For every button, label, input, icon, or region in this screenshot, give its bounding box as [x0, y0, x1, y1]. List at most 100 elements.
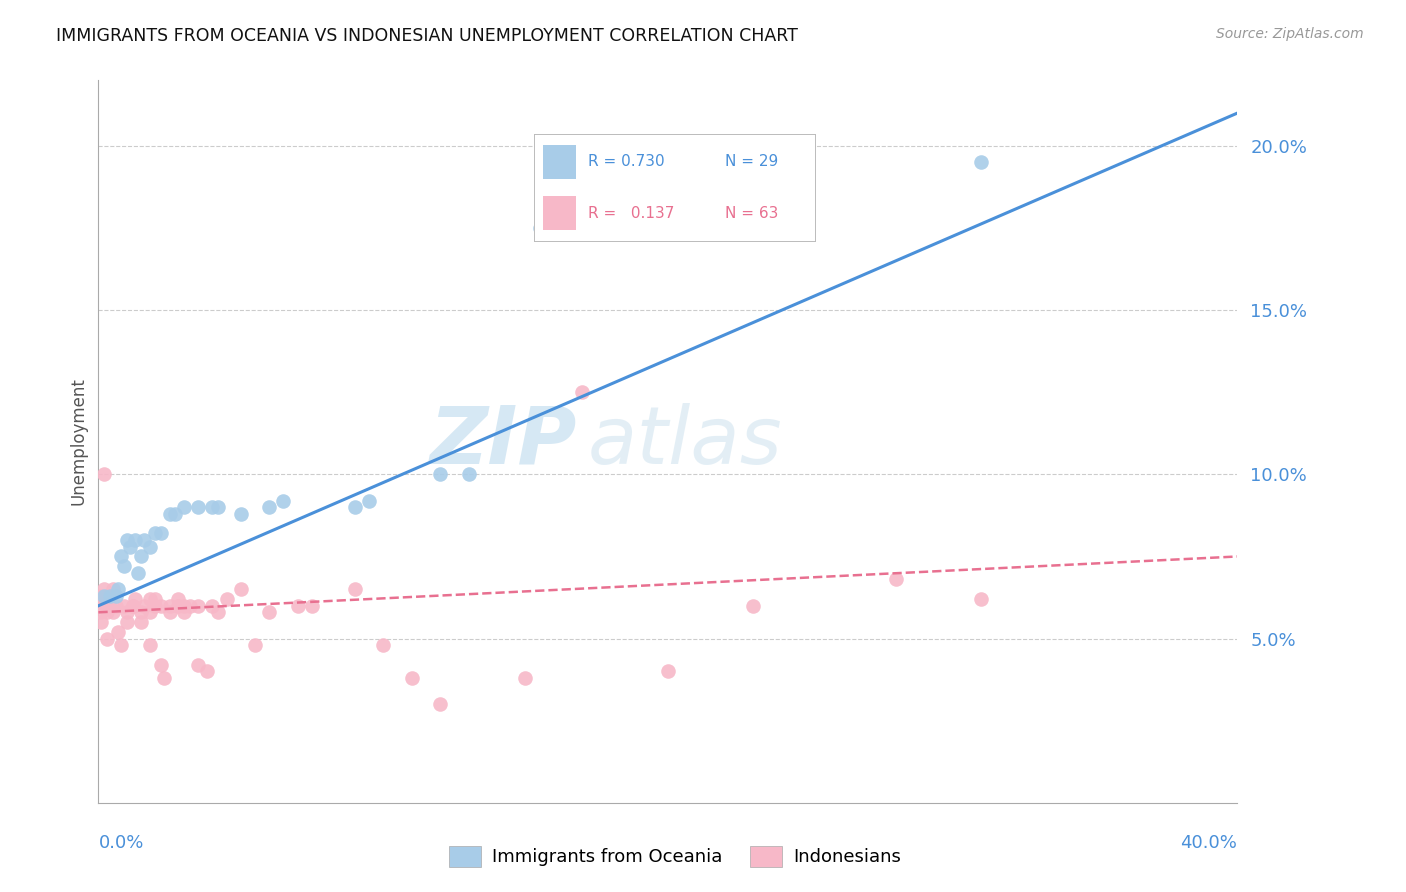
Point — [159, 599, 181, 613]
Point — [107, 625, 129, 640]
Point — [273, 493, 295, 508]
Point — [112, 559, 135, 574]
Point — [115, 615, 138, 630]
Point — [93, 599, 115, 613]
Point — [167, 592, 190, 607]
Text: 40.0%: 40.0% — [1181, 834, 1237, 852]
Point — [112, 599, 135, 613]
Point — [173, 599, 195, 613]
Point — [742, 599, 765, 613]
Point — [301, 599, 323, 613]
Point — [145, 592, 167, 607]
Point — [343, 582, 366, 597]
Text: ZIP: ZIP — [429, 402, 576, 481]
Point — [207, 500, 229, 515]
Point — [93, 467, 115, 482]
Point — [207, 605, 229, 619]
Point — [187, 599, 209, 613]
Point — [110, 638, 132, 652]
Point — [401, 671, 423, 685]
Point — [229, 507, 252, 521]
Point — [145, 599, 167, 613]
Text: N = 63: N = 63 — [725, 205, 779, 220]
Point — [373, 638, 395, 652]
Text: R = 0.730: R = 0.730 — [588, 154, 664, 169]
Point — [98, 589, 121, 603]
Point — [101, 582, 124, 597]
Point — [90, 615, 112, 630]
Point — [201, 599, 224, 613]
Point — [343, 500, 366, 515]
Point — [657, 665, 679, 679]
Point — [98, 599, 121, 613]
Point — [150, 526, 173, 541]
Point — [457, 467, 479, 482]
Point — [127, 566, 149, 580]
Point — [132, 599, 155, 613]
Point — [165, 507, 187, 521]
Point — [259, 605, 281, 619]
Point — [173, 605, 195, 619]
Point — [93, 582, 115, 597]
Point — [429, 467, 451, 482]
Point — [87, 592, 110, 607]
Point — [429, 698, 451, 712]
Bar — [543, 145, 576, 178]
Text: IMMIGRANTS FROM OCEANIA VS INDONESIAN UNEMPLOYMENT CORRELATION CHART: IMMIGRANTS FROM OCEANIA VS INDONESIAN UN… — [56, 27, 799, 45]
Point — [150, 657, 173, 672]
Point — [96, 589, 118, 603]
Point — [201, 500, 224, 515]
Point — [138, 592, 160, 607]
Point — [96, 605, 118, 619]
Point — [87, 599, 110, 613]
Text: 0.0%: 0.0% — [98, 834, 143, 852]
Point — [159, 605, 181, 619]
Point — [357, 493, 380, 508]
Bar — [543, 196, 576, 230]
Point — [159, 507, 181, 521]
Point — [115, 533, 138, 547]
Point — [884, 573, 907, 587]
Point — [121, 599, 143, 613]
Point — [187, 657, 209, 672]
Point — [96, 632, 118, 646]
Point — [515, 671, 537, 685]
Point — [121, 599, 143, 613]
Point — [101, 605, 124, 619]
Point — [110, 549, 132, 564]
Point — [115, 605, 138, 619]
Point — [138, 540, 160, 554]
Point — [229, 582, 252, 597]
Point — [90, 589, 112, 603]
Point — [167, 599, 190, 613]
Point — [138, 605, 160, 619]
Point — [195, 665, 218, 679]
Point — [93, 589, 115, 603]
Point — [571, 385, 593, 400]
Y-axis label: Unemployment: Unemployment — [69, 377, 87, 506]
Text: R =   0.137: R = 0.137 — [588, 205, 673, 220]
Point — [124, 592, 146, 607]
Point — [150, 599, 173, 613]
Point — [529, 221, 551, 235]
Point — [124, 533, 146, 547]
Point — [129, 615, 152, 630]
Point — [970, 592, 993, 607]
Point — [107, 582, 129, 597]
Point — [90, 605, 112, 619]
Point — [138, 638, 160, 652]
Point — [104, 599, 127, 613]
Text: N = 29: N = 29 — [725, 154, 779, 169]
Point — [287, 599, 309, 613]
Point — [118, 540, 141, 554]
Point — [179, 599, 201, 613]
Point — [129, 549, 152, 564]
Text: atlas: atlas — [588, 402, 783, 481]
Point — [132, 533, 155, 547]
Point — [98, 589, 121, 603]
Point — [173, 500, 195, 515]
Point — [129, 605, 152, 619]
Point — [153, 671, 176, 685]
Point — [259, 500, 281, 515]
Point — [215, 592, 238, 607]
